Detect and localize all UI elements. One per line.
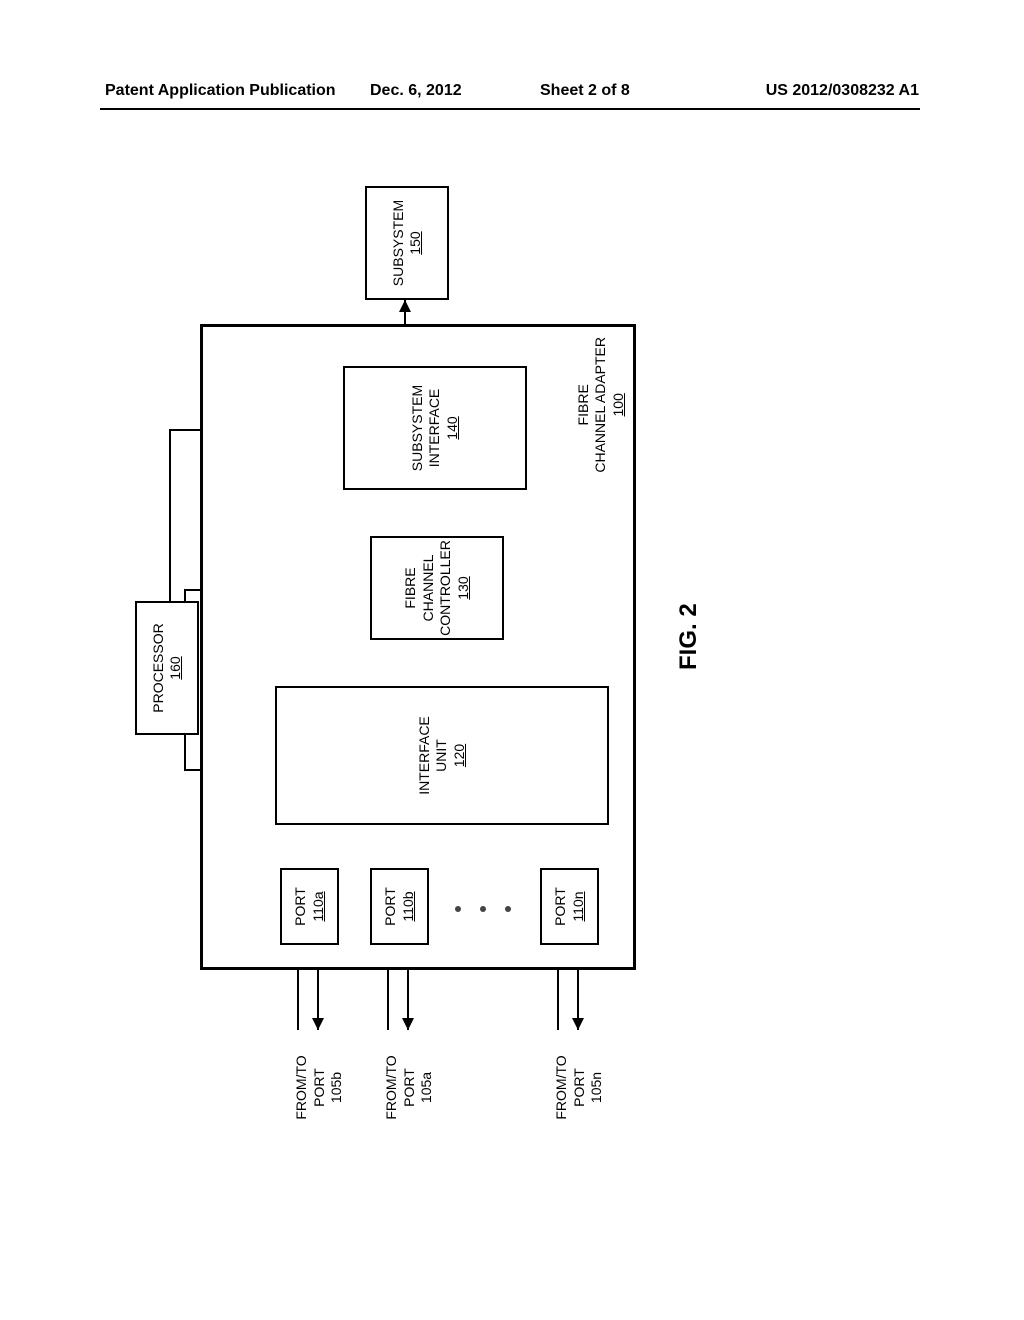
ellipsis-dot: [480, 906, 486, 912]
adapter-title: FIBRE CHANNEL ADAPTER: [575, 337, 610, 473]
diagram: FIBRE CHANNEL ADAPTER 100 PROCESSOR 160 …: [0, 465, 840, 795]
ext-port-n-label: FROM/TO PORT 105n: [553, 1035, 606, 1140]
ext-port-b-text: FROM/TO PORT: [293, 1035, 328, 1140]
port-b-ref: 110b: [400, 891, 418, 921]
port-a-box: PORT 110a: [280, 868, 339, 945]
interface-unit-ref: 120: [451, 744, 469, 767]
ext-port-n-text: FROM/TO PORT: [553, 1035, 588, 1140]
port-b-label: PORT: [382, 887, 400, 926]
ext-port-a-ref: 105a: [418, 1035, 436, 1140]
port-n-ref: 110n: [570, 891, 588, 921]
fc-controller-box: FIBRE CHANNEL CONTROLLER 130: [370, 536, 504, 640]
port-a-label: PORT: [292, 887, 310, 926]
ext-port-n-ref: 105n: [588, 1035, 606, 1140]
header-sheet: Sheet 2 of 8: [540, 82, 630, 100]
header-pubno: US 2012/0308232 A1: [766, 82, 919, 100]
figure-label: FIG. 2: [675, 603, 703, 670]
ellipsis-dot: [505, 906, 511, 912]
ext-port-b-ref: 105b: [328, 1035, 346, 1140]
ext-port-a-label: FROM/TO PORT 105a: [383, 1035, 436, 1140]
ext-port-b-label: FROM/TO PORT 105b: [293, 1035, 346, 1140]
port-n-label: PORT: [552, 887, 570, 926]
header-publication: Patent Application Publication: [105, 82, 336, 100]
interface-unit-box: INTERFACE UNIT 120: [275, 686, 609, 825]
subsystem-label: SUBSYSTEM: [390, 200, 408, 286]
header-date: Dec. 6, 2012: [370, 82, 462, 100]
processor-box: PROCESSOR 160: [135, 601, 199, 735]
ellipsis-dot: [455, 906, 461, 912]
fc-controller-label: FIBRE CHANNEL CONTROLLER: [402, 540, 455, 636]
subsystem-interface-box: SUBSYSTEM INTERFACE 140: [343, 366, 527, 490]
subsystem-interface-label: SUBSYSTEM INTERFACE: [409, 385, 444, 471]
subsystem-interface-ref: 140: [444, 416, 462, 439]
port-b-box: PORT 110b: [370, 868, 429, 945]
interface-unit-label: INTERFACE UNIT: [416, 716, 451, 795]
processor-label: PROCESSOR: [150, 623, 168, 712]
ext-port-a-text: FROM/TO PORT: [383, 1035, 418, 1140]
page: Patent Application Publication Dec. 6, 2…: [0, 0, 1024, 1320]
fc-controller-ref: 130: [455, 576, 473, 599]
subsystem-box: SUBSYSTEM 150: [365, 186, 449, 300]
diagram-canvas: FIBRE CHANNEL ADAPTER 100 PROCESSOR 160 …: [95, 190, 735, 1070]
subsystem-ref: 150: [407, 231, 425, 254]
adapter-label: FIBRE CHANNEL ADAPTER 100: [575, 337, 628, 473]
processor-ref: 160: [167, 656, 185, 679]
adapter-ref: 100: [610, 337, 628, 473]
header-rule: [100, 108, 920, 110]
port-a-ref: 110a: [310, 891, 328, 921]
port-n-box: PORT 110n: [540, 868, 599, 945]
